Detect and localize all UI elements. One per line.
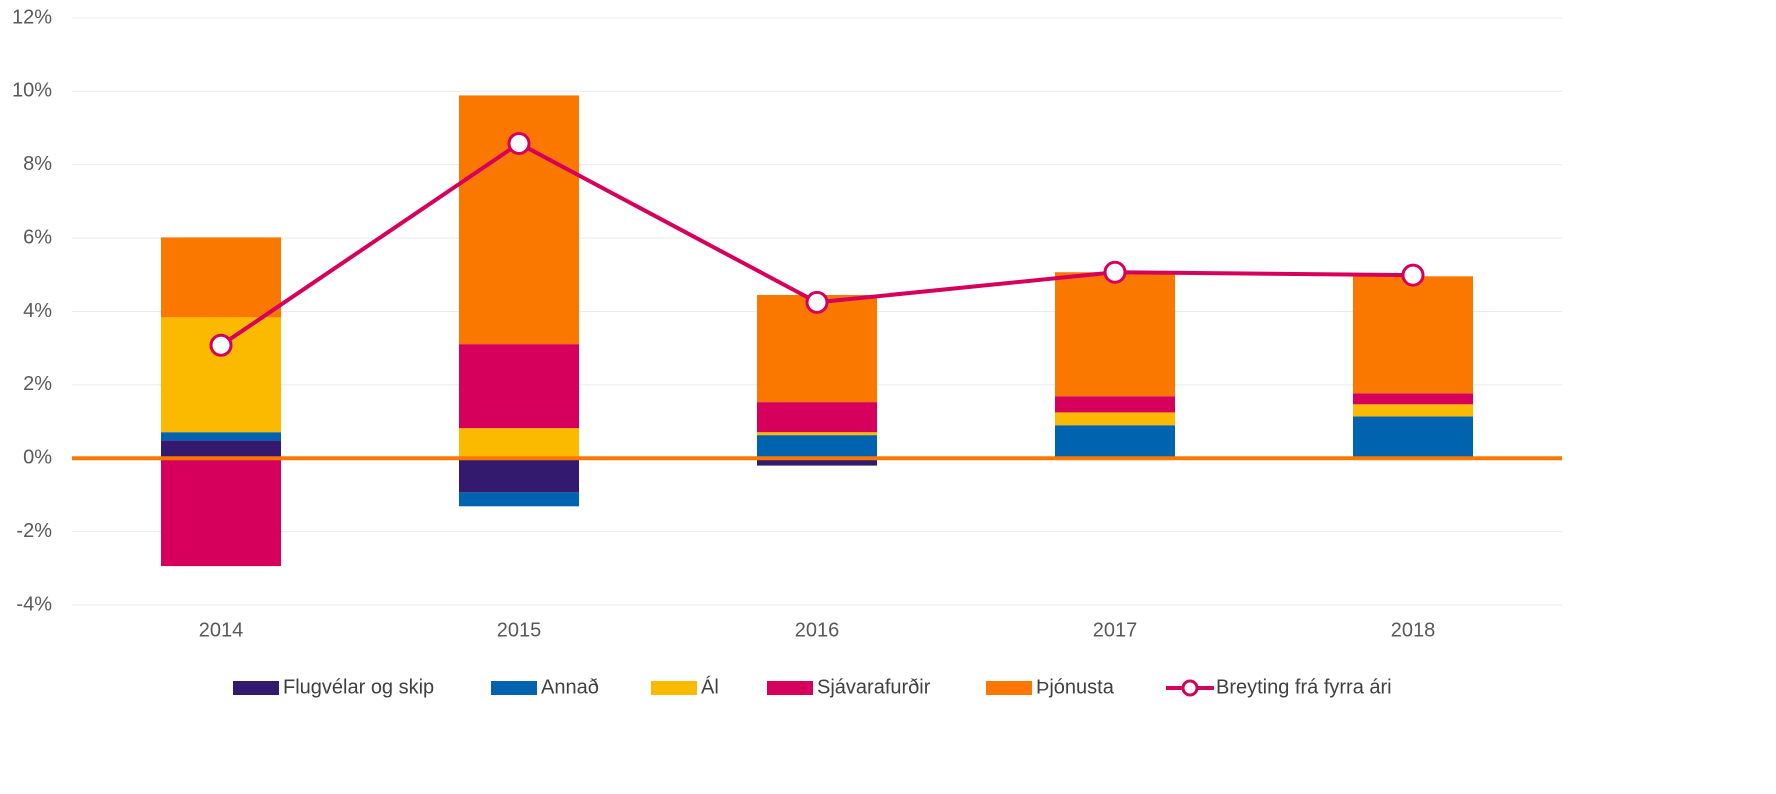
legend-label: Ál	[701, 675, 719, 698]
bar	[161, 237, 281, 318]
bar	[459, 344, 579, 429]
y-tick-label: 2%	[23, 373, 52, 395]
x-tick-label: 2016	[795, 619, 840, 641]
legend-swatch	[491, 681, 537, 695]
bar	[161, 440, 281, 459]
bar	[1353, 416, 1473, 459]
legend-label: Flugvélar og skip	[283, 676, 434, 698]
bar	[1353, 393, 1473, 405]
line-marker	[1103, 260, 1127, 284]
x-tick-label: 2014	[199, 619, 244, 641]
bar	[161, 432, 281, 441]
legend-label: Sjávarafurðir	[817, 676, 931, 698]
line-marker	[507, 131, 531, 155]
bar	[459, 458, 579, 493]
bar	[757, 402, 877, 433]
legend-label: Annað	[541, 676, 599, 698]
legend-swatch	[233, 681, 279, 695]
y-tick-label: 6%	[23, 226, 52, 248]
bar	[459, 428, 579, 459]
y-tick-label: 4%	[23, 300, 52, 322]
bar	[757, 432, 877, 436]
bar	[1353, 276, 1473, 394]
line-marker	[209, 333, 233, 357]
y-tick-label: 10%	[12, 80, 52, 102]
bar	[459, 492, 579, 507]
legend-swatch	[767, 681, 813, 695]
bar	[1353, 404, 1473, 417]
line-marker	[805, 290, 829, 314]
legend-label: Þjónusta	[1036, 676, 1115, 698]
legend-swatch	[986, 681, 1032, 695]
y-tick-label: 8%	[23, 153, 52, 175]
x-tick-label: 2015	[497, 619, 542, 641]
y-tick-label: 12%	[12, 6, 52, 28]
line-marker	[1401, 263, 1425, 287]
bar	[1055, 425, 1175, 459]
x-tick-label: 2017	[1093, 619, 1138, 641]
x-tick-label: 2018	[1391, 619, 1436, 641]
bar	[161, 458, 281, 567]
legend-label: Breyting frá fyrra ári	[1216, 676, 1392, 698]
legend-swatch	[651, 681, 697, 695]
bar	[757, 435, 877, 459]
bar	[1055, 396, 1175, 413]
y-tick-label: -4%	[16, 593, 52, 615]
bar	[1055, 272, 1175, 397]
y-tick-label: 0%	[23, 447, 52, 469]
bar	[1055, 412, 1175, 426]
y-tick-label: -2%	[16, 520, 52, 542]
bar	[757, 458, 877, 466]
legend-marker	[1181, 679, 1199, 697]
